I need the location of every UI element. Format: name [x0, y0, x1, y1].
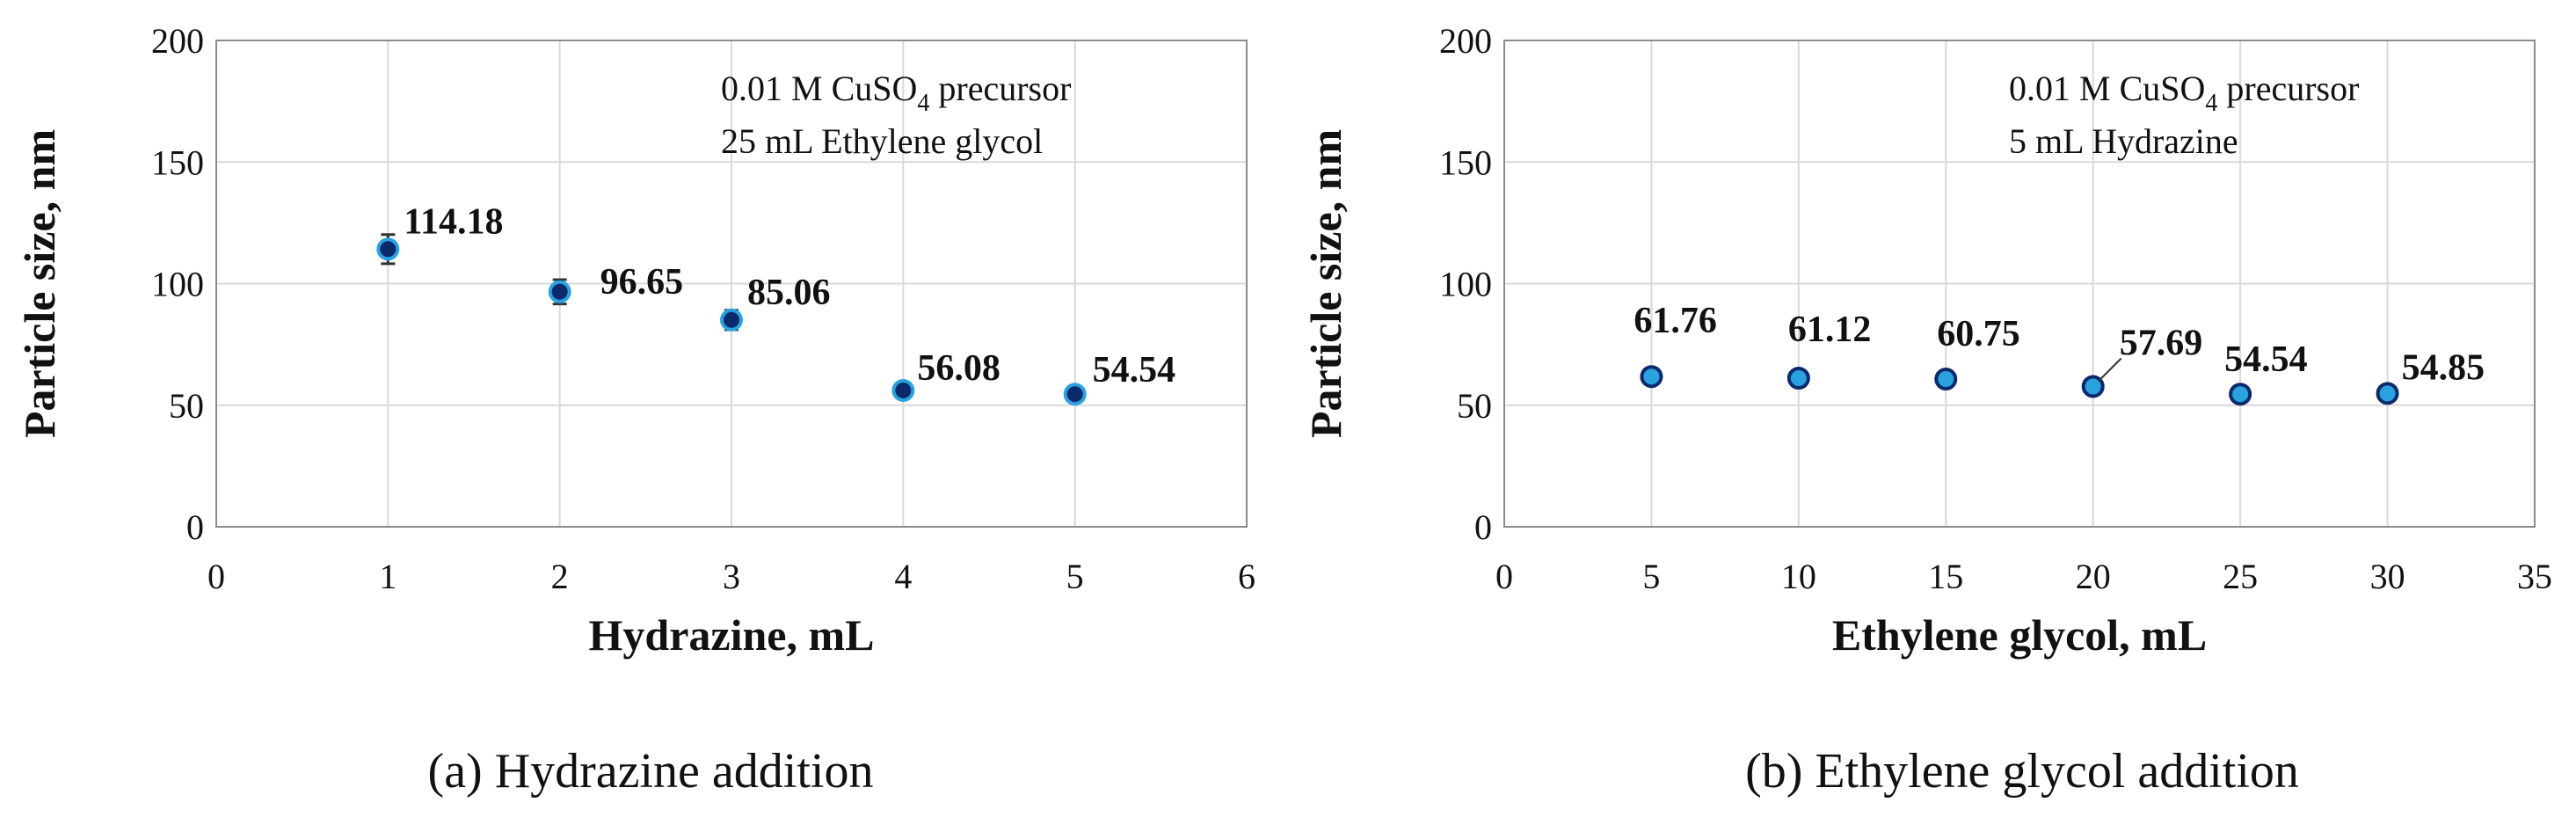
data-point [720, 308, 743, 332]
annotation-line-1: 0.01 M CuSO4 precursor [721, 69, 1071, 117]
y-axis-title: Particle size, nm [15, 129, 64, 438]
data-point [2229, 383, 2252, 406]
x-tick-label: 4 [894, 557, 912, 596]
data-label: 54.54 [2224, 339, 2308, 380]
data-label: 85.06 [747, 273, 831, 313]
x-tick-label: 0 [1495, 557, 1513, 596]
plot-frame [1503, 40, 2536, 528]
plot-frame [215, 40, 1248, 528]
x-tick-label: 35 [2517, 557, 2552, 596]
y-tick-label: 100 [1439, 265, 1492, 304]
y-tick-label: 200 [1439, 21, 1492, 61]
annotation-line-1: 0.01 M CuSO4 precursor [2009, 69, 2359, 117]
y-tick-label: 150 [151, 142, 204, 182]
data-label: 57.69 [2120, 323, 2203, 363]
data-point [891, 378, 915, 402]
y-tick-label: 200 [151, 21, 204, 61]
y-tick-label: 50 [169, 386, 204, 426]
x-tick-label: 6 [1238, 557, 1255, 596]
data-label: 61.76 [1634, 301, 1717, 341]
x-tick-label: 10 [1781, 557, 1816, 596]
data-point [376, 237, 400, 261]
data-label: 54.54 [1093, 350, 1176, 390]
x-tick-label: 1 [379, 557, 397, 596]
y-tick-label: 0 [186, 507, 204, 547]
x-tick-label: 5 [1642, 557, 1660, 596]
data-label: 61.12 [1788, 310, 1872, 350]
y-tick-label: 50 [1457, 386, 1492, 426]
data-point [1786, 367, 1810, 390]
x-tick-label: 0 [207, 557, 225, 596]
data-point [2376, 382, 2399, 405]
data-point [548, 280, 571, 303]
data-label: 114.18 [404, 201, 503, 242]
x-tick-label: 30 [2370, 557, 2405, 596]
panel-caption: (b) Ethylene glycol addition [1745, 744, 2299, 799]
data-label: 60.75 [1937, 314, 2020, 354]
data-point [1640, 365, 1663, 389]
x-tick-label: 3 [723, 557, 740, 596]
annotation-line-2: 5 mL Hydrazine [2009, 121, 2238, 161]
data-point [2081, 375, 2105, 398]
x-axis-title: Ethylene glycol, mL [1832, 610, 2207, 660]
panel-caption: (a) Hydrazine addition [428, 744, 874, 799]
data-label: 56.08 [917, 348, 1001, 389]
data-label: 96.65 [600, 262, 684, 303]
x-tick-label: 15 [1928, 557, 1963, 596]
data-point [1063, 383, 1087, 406]
x-tick-label: 20 [2076, 557, 2111, 596]
chart-b: 0 50 100 150 200 0 5 10 15 20 25 30 35 Ethylene glyco… [1301, 21, 2552, 799]
y-tick-label: 150 [1439, 142, 1492, 182]
data-label: 54.85 [2402, 347, 2485, 388]
x-tick-label: 25 [2223, 557, 2258, 596]
annotation-line-2: 25 mL Ethylene glycol [721, 121, 1043, 161]
y-axis-title: Particle size, nm [1301, 129, 1350, 438]
x-axis-title: Hydrazine, mL [589, 610, 875, 660]
label-leader [2098, 357, 2122, 383]
x-tick-label: 5 [1066, 557, 1084, 596]
x-tick-label: 2 [551, 557, 569, 596]
y-tick-label: 100 [151, 265, 204, 304]
chart-a: 0 50 100 150 200 0 1 2 3 4 5 6 Hydrazine, mL Particle… [15, 21, 1255, 799]
data-point [1934, 368, 1958, 391]
y-tick-label: 0 [1474, 507, 1492, 547]
